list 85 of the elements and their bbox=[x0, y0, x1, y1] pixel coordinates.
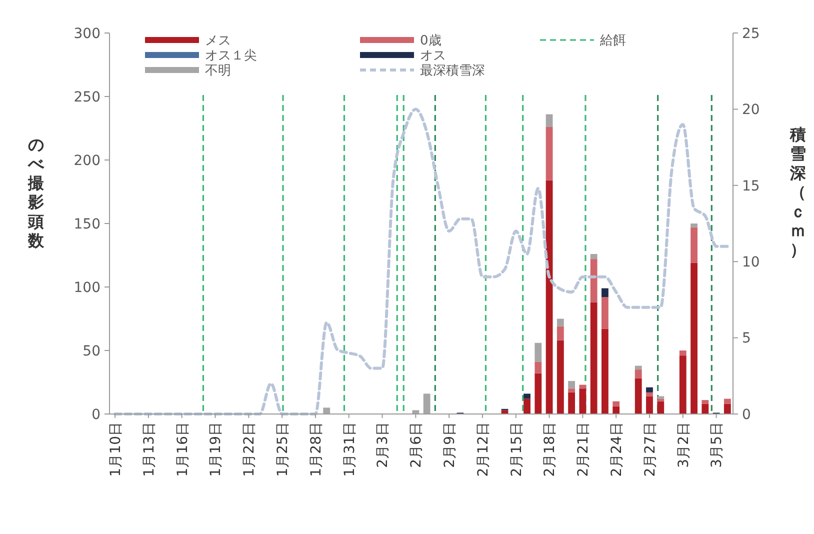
y-tick-label: 50 bbox=[82, 343, 100, 360]
x-tick-label: 1月16日 bbox=[174, 422, 191, 477]
bar bbox=[702, 400, 709, 404]
bar bbox=[579, 384, 586, 389]
x-tick-label: 1月25日 bbox=[274, 422, 291, 477]
y2-tick-label: 5 bbox=[742, 330, 751, 347]
bar bbox=[534, 373, 542, 414]
bar bbox=[590, 259, 598, 302]
x-tick-label: 2月21日 bbox=[576, 422, 592, 477]
x-tick-label: 1月10日 bbox=[108, 422, 124, 477]
bar bbox=[690, 224, 698, 228]
y2-tick-label: 10 bbox=[742, 254, 760, 270]
bar bbox=[568, 380, 576, 389]
bar bbox=[679, 356, 686, 414]
x-tick-label: 3月5日 bbox=[709, 422, 726, 468]
x-tick-label: 1月28日 bbox=[308, 422, 324, 477]
y-tick-label: 150 bbox=[74, 216, 100, 232]
bar bbox=[612, 406, 620, 414]
legend-label: 0歳 bbox=[420, 34, 442, 49]
legend-label: 不明 bbox=[205, 64, 231, 79]
bar bbox=[602, 297, 608, 329]
x-tick-label: 2月12日 bbox=[475, 422, 492, 477]
x-tick-label: 2月3日 bbox=[375, 422, 392, 468]
x-tick-label: 2月24日 bbox=[608, 422, 625, 477]
bar bbox=[534, 342, 542, 362]
x-tick-label: 2月18日 bbox=[542, 422, 558, 477]
bar bbox=[646, 392, 653, 396]
x-tick-label: 1月19日 bbox=[208, 422, 224, 477]
bar bbox=[724, 404, 731, 414]
bar bbox=[590, 254, 598, 260]
y-axis-title: のべ撮影頭数 bbox=[27, 135, 45, 250]
bar bbox=[646, 396, 653, 414]
bar bbox=[423, 394, 430, 414]
bar bbox=[602, 328, 608, 414]
bar bbox=[690, 227, 698, 263]
bar bbox=[679, 350, 686, 356]
bar bbox=[556, 318, 564, 326]
bar bbox=[546, 126, 553, 180]
bar bbox=[602, 288, 608, 298]
bar bbox=[702, 404, 709, 414]
y2-tick-label: 20 bbox=[742, 102, 760, 118]
x-tick-label: 2月27日 bbox=[642, 422, 658, 477]
bar bbox=[657, 398, 664, 402]
bar bbox=[412, 410, 420, 414]
y-tick-label: 200 bbox=[74, 152, 100, 169]
bar bbox=[612, 401, 620, 406]
bar bbox=[634, 366, 642, 370]
bar bbox=[657, 396, 664, 399]
bar bbox=[657, 401, 664, 414]
legend-label: 最深積雪深 bbox=[420, 64, 485, 79]
legend-label: メス bbox=[205, 34, 231, 49]
legend-label: オス bbox=[420, 48, 446, 64]
x-tick-label: 3月2日 bbox=[676, 422, 692, 468]
bar bbox=[524, 394, 530, 399]
bar bbox=[724, 398, 731, 404]
y2-tick-label: 25 bbox=[742, 26, 760, 42]
legend-label: 給餌 bbox=[599, 34, 626, 49]
y-tick-label: 300 bbox=[74, 26, 100, 42]
x-tick-label: 1月31日 bbox=[342, 422, 358, 477]
y-tick-label: 250 bbox=[74, 89, 100, 106]
bar bbox=[634, 370, 642, 378]
bar bbox=[323, 408, 330, 414]
bar bbox=[546, 114, 553, 127]
x-tick-label: 2月15日 bbox=[508, 422, 525, 477]
y2-tick-label: 15 bbox=[742, 178, 760, 194]
y2-axis-title: 積雪深（ｃｍ） bbox=[789, 125, 807, 260]
bar bbox=[634, 378, 642, 414]
y2-tick-label: 0 bbox=[742, 406, 751, 423]
bar bbox=[646, 387, 653, 392]
bar bbox=[590, 302, 598, 414]
legend-label: オス１尖 bbox=[205, 48, 257, 64]
bar bbox=[556, 326, 564, 340]
x-tick-label: 2月6日 bbox=[408, 422, 425, 468]
x-tick-label: 2月9日 bbox=[442, 422, 458, 468]
x-tick-label: 1月22日 bbox=[242, 422, 258, 477]
bar bbox=[690, 262, 698, 414]
y-tick-label: 100 bbox=[74, 280, 100, 296]
bar bbox=[556, 340, 564, 414]
bar bbox=[579, 388, 586, 414]
bar bbox=[568, 392, 576, 414]
bar bbox=[568, 388, 576, 392]
bar bbox=[524, 398, 530, 414]
bar bbox=[534, 362, 542, 374]
x-tick-label: 1月13日 bbox=[141, 422, 158, 477]
y-tick-label: 0 bbox=[92, 406, 100, 423]
